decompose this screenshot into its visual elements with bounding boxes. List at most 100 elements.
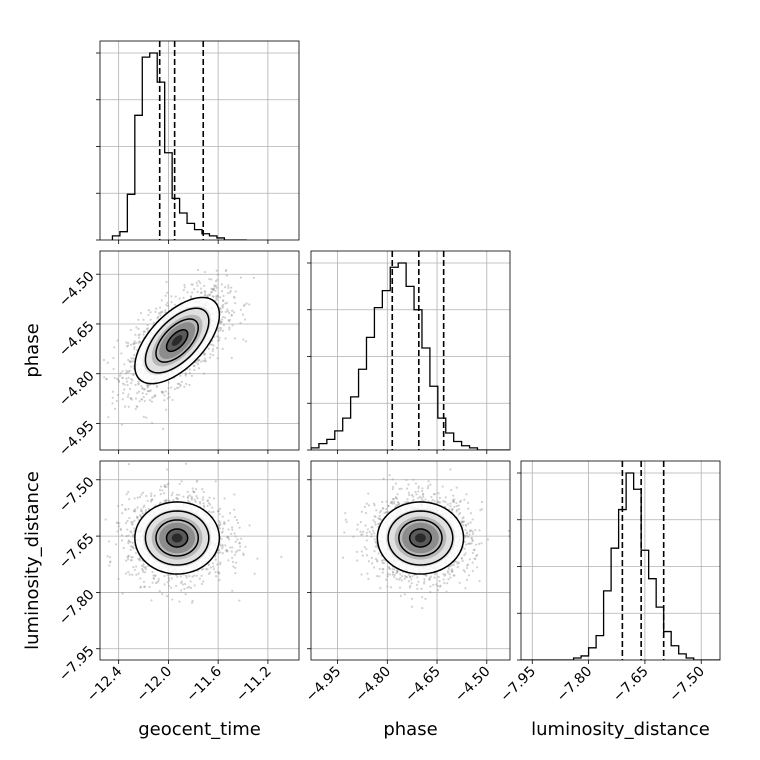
scatter-point (412, 498, 415, 501)
scatter-point (450, 563, 454, 567)
scatter-point (127, 376, 130, 379)
scatter-point (367, 560, 371, 563)
scatter-point (116, 530, 119, 533)
scatter-point (120, 539, 124, 542)
scatter-point (95, 419, 97, 421)
scatter-point (386, 585, 389, 588)
scatter-point (431, 498, 434, 502)
scatter-point (130, 377, 133, 381)
scatter-point (429, 591, 432, 594)
scatter-point (156, 316, 159, 320)
scatter-point (127, 358, 130, 362)
scatter-point (393, 568, 396, 571)
axes-frame (99, 40, 300, 241)
scatter-point (189, 580, 192, 583)
scatter-point (356, 559, 359, 562)
scatter-point (199, 291, 203, 295)
scatter-point (186, 586, 189, 589)
scatter-point (445, 590, 448, 593)
scatter-point (196, 479, 199, 482)
scatter-point (175, 584, 178, 588)
scatter-point (242, 338, 245, 341)
scatter-point (107, 416, 110, 419)
scatter-point (365, 534, 369, 537)
scatter-point (239, 308, 242, 311)
scatter-point (243, 303, 246, 306)
scatter-point (367, 577, 370, 581)
scatter-point (105, 378, 108, 381)
scatter-point (455, 510, 458, 513)
scatter-point (217, 510, 220, 513)
scatter-point (131, 546, 134, 549)
scatter-point (216, 335, 219, 338)
scatter-point (127, 539, 131, 542)
scatter-point (142, 580, 146, 584)
scatter-point (438, 496, 442, 499)
scatter-point (131, 521, 134, 524)
scatter-point (195, 281, 198, 284)
scatter-point (127, 534, 130, 537)
scatter-point (143, 585, 146, 588)
scatter-point (449, 502, 452, 505)
scatter-point (184, 374, 187, 377)
scatter-point (417, 485, 420, 488)
scatter-point (202, 504, 206, 508)
scatter-point (226, 550, 229, 553)
scatter-point (233, 515, 237, 519)
scatter-point (219, 507, 222, 510)
scatter-point (85, 392, 87, 394)
scatter-point (433, 572, 437, 576)
scatter-point (140, 384, 143, 388)
scatter-point (218, 524, 221, 527)
scatter-point (138, 340, 141, 343)
scatter-point (212, 295, 215, 298)
scatter-point (149, 500, 153, 503)
scatter-point (143, 387, 146, 391)
scatter-point (158, 488, 162, 492)
scatter-point (183, 587, 186, 591)
scatter-point (218, 327, 221, 330)
scatter-point (132, 533, 135, 537)
scatter-point (417, 490, 420, 493)
scatter-point (142, 415, 145, 418)
scatter-point (153, 394, 157, 397)
scatter-point (152, 574, 155, 577)
scatter-point (218, 578, 221, 582)
scatter-point (385, 511, 388, 514)
scatter-point (130, 365, 133, 368)
scatter-point (442, 578, 445, 581)
contour-line (165, 528, 189, 548)
scatter-point (121, 398, 124, 401)
scatter-point (146, 386, 149, 389)
scatter-point (179, 383, 182, 386)
scatter-point (218, 338, 221, 342)
scatter-point (378, 514, 381, 518)
scatter-point (446, 582, 449, 585)
scatter-point (404, 501, 407, 504)
scatter-point (215, 296, 218, 299)
scatter-point (453, 574, 456, 577)
scatter-point (219, 320, 222, 323)
scatter-point (150, 422, 154, 425)
scatter-point (373, 550, 376, 553)
scatter-point (125, 345, 129, 348)
scatter-point (217, 571, 220, 574)
scatter-point (221, 306, 225, 309)
scatter-point (129, 545, 133, 548)
scatter-point (418, 495, 422, 498)
scatter-point (437, 575, 440, 579)
scatter-point (221, 527, 225, 530)
scatter-point (230, 313, 233, 316)
scatter-point (119, 528, 122, 532)
scatter-point (373, 504, 376, 507)
scatter-point (119, 372, 122, 375)
scatter-point (231, 528, 234, 531)
scatter-point (183, 385, 186, 388)
scatter-point (372, 566, 376, 569)
scatter-point (214, 575, 218, 578)
scatter-point (466, 534, 469, 537)
scatter-point (385, 511, 388, 514)
scatter-point (223, 521, 226, 524)
scatter-point (392, 571, 395, 574)
scatter-point (116, 339, 119, 342)
